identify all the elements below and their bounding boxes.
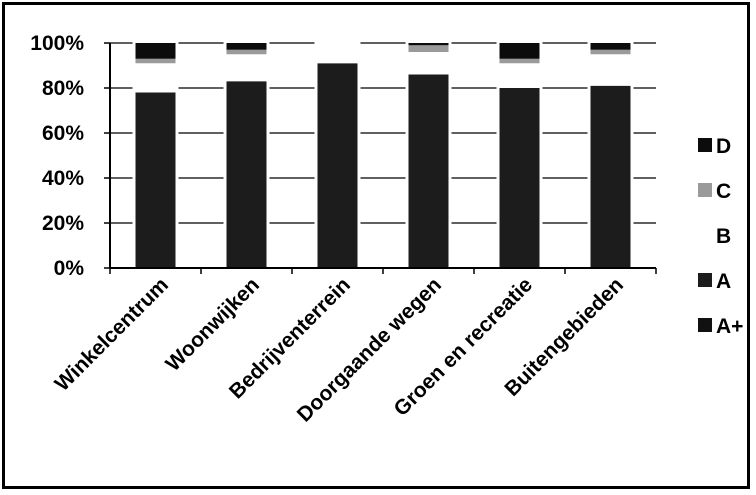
y-tick-label: 100% xyxy=(30,32,84,55)
bar-segment-b xyxy=(317,43,358,64)
y-tick-labels: 0% 20% 40% 60% 80% 100% xyxy=(30,32,84,280)
bar-segment-a xyxy=(590,85,631,268)
legend-label: C xyxy=(716,180,731,203)
gridlines xyxy=(110,42,656,224)
legend-swatch-a-plus xyxy=(698,318,712,332)
y-tick-label: 40% xyxy=(42,167,84,190)
bar-segment-a xyxy=(317,63,358,268)
bar-segment-b xyxy=(226,54,267,82)
bars xyxy=(132,41,634,268)
bar-segment-b xyxy=(590,54,631,86)
bar-segment-d xyxy=(226,43,267,50)
bar-segment-c xyxy=(135,58,176,64)
y-tick-label: 20% xyxy=(42,212,84,235)
bar-segment-d xyxy=(590,43,631,50)
legend-label: D xyxy=(716,135,731,158)
bar-segment-d xyxy=(499,43,540,59)
legend-swatch-d xyxy=(698,138,712,152)
bar-segment-a xyxy=(226,81,267,268)
bar-segment-c xyxy=(408,45,449,52)
y-tick-label: 0% xyxy=(54,257,85,280)
legend-label: A xyxy=(716,270,731,293)
bar-segment-c xyxy=(226,49,267,55)
legend-swatch-a xyxy=(698,273,712,287)
bar-segment-a xyxy=(408,74,449,268)
y-tick-label: 60% xyxy=(42,122,84,145)
bar-segment-a xyxy=(135,92,176,268)
bar-segment-b xyxy=(408,52,449,75)
bar-segment-a xyxy=(499,88,540,268)
legend-label: A+ xyxy=(716,315,743,338)
legend-swatch-c xyxy=(698,183,712,197)
x-tick-label: Winkelcentrum xyxy=(50,273,173,396)
x-tick-labels: WinkelcentrumWoonwijkenBedrijventerreinD… xyxy=(50,273,628,426)
y-tick-label: 80% xyxy=(42,77,84,100)
bar-segment-d xyxy=(135,43,176,59)
axes xyxy=(104,42,657,274)
bar-segment-c xyxy=(590,49,631,55)
x-tick-label: Woonwijken xyxy=(161,273,264,376)
legend-swatch-b xyxy=(698,228,712,242)
bar-segment-d xyxy=(408,43,449,46)
bar-segment-b xyxy=(499,63,540,88)
legend-label: B xyxy=(716,225,731,248)
bar-segment-b xyxy=(135,63,176,93)
bar-segment-c xyxy=(499,58,540,64)
